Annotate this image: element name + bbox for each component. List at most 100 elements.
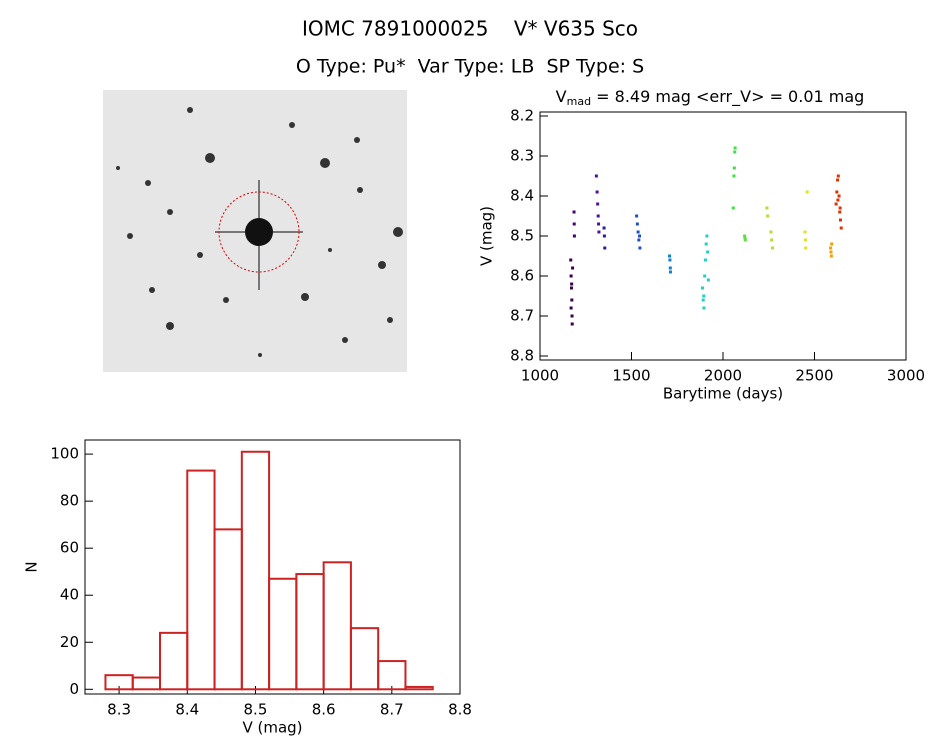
point bbox=[635, 222, 639, 226]
point bbox=[596, 214, 600, 218]
bar bbox=[404, 685, 434, 691]
point bbox=[570, 322, 574, 326]
point bbox=[597, 222, 601, 226]
point bbox=[570, 282, 574, 286]
point bbox=[572, 222, 576, 226]
point bbox=[635, 214, 639, 218]
point bbox=[703, 258, 707, 262]
point bbox=[770, 238, 774, 242]
point bbox=[769, 230, 773, 234]
point bbox=[602, 226, 606, 230]
point bbox=[570, 298, 574, 302]
y-tick-label: 8.7 bbox=[510, 307, 534, 325]
point bbox=[706, 250, 710, 254]
point bbox=[570, 314, 574, 318]
point bbox=[829, 254, 833, 258]
y-tick-label: 60 bbox=[60, 539, 79, 557]
bar bbox=[322, 561, 352, 691]
x-tick-label: 8.4 bbox=[175, 701, 199, 719]
point bbox=[743, 238, 747, 242]
bar bbox=[268, 577, 298, 691]
point bbox=[597, 230, 601, 234]
y-tick-label: 8.8 bbox=[510, 347, 534, 365]
y-tick-label: 80 bbox=[60, 492, 79, 510]
y-tick-label: 8.6 bbox=[510, 267, 534, 285]
bar bbox=[295, 573, 325, 691]
plot-frame bbox=[84, 439, 461, 695]
y-tick-label: 8.4 bbox=[510, 187, 534, 205]
x-tick-label: 8.8 bbox=[448, 701, 472, 719]
x-tick-label: 1500 bbox=[612, 367, 650, 385]
point bbox=[834, 202, 838, 206]
x-tick-label: 8.7 bbox=[380, 701, 404, 719]
x-tick-label: 2000 bbox=[704, 367, 742, 385]
point bbox=[770, 246, 774, 250]
point bbox=[569, 306, 573, 310]
point bbox=[836, 198, 840, 202]
point bbox=[668, 266, 672, 270]
point bbox=[732, 166, 736, 170]
point bbox=[571, 266, 575, 270]
point bbox=[743, 236, 747, 240]
point bbox=[838, 218, 842, 222]
point bbox=[701, 298, 705, 302]
title: IOMC 7891000025 V* V635 Sco bbox=[302, 17, 638, 41]
point bbox=[743, 234, 747, 238]
point bbox=[594, 174, 598, 178]
point bbox=[602, 234, 606, 238]
bar bbox=[131, 676, 162, 691]
x-tick-label: 3000 bbox=[887, 367, 925, 385]
y-tick-label: 20 bbox=[60, 633, 79, 651]
point bbox=[733, 150, 737, 154]
x-tick-label: 2500 bbox=[795, 367, 833, 385]
y-axis-label: N bbox=[23, 561, 41, 572]
x-tick-label: 8.3 bbox=[107, 701, 131, 719]
point bbox=[705, 234, 709, 238]
point bbox=[596, 202, 600, 206]
point bbox=[569, 258, 573, 262]
title-part: V bbox=[556, 87, 567, 106]
point bbox=[836, 174, 840, 178]
point bbox=[569, 274, 573, 278]
y-tick-label: 8.5 bbox=[510, 227, 534, 245]
point bbox=[830, 242, 834, 246]
point bbox=[733, 146, 737, 150]
point bbox=[637, 238, 641, 242]
point bbox=[636, 230, 640, 234]
point bbox=[765, 206, 769, 210]
title-part: = 8.49 mag <err_V> = 0.01 mag bbox=[591, 87, 864, 107]
y-tick-label: 8.2 bbox=[510, 107, 534, 125]
point bbox=[595, 190, 599, 194]
point bbox=[668, 270, 672, 274]
point bbox=[638, 246, 642, 250]
point bbox=[703, 274, 707, 278]
title-sub: mad bbox=[567, 95, 591, 108]
point bbox=[704, 242, 708, 246]
point bbox=[837, 194, 841, 198]
point bbox=[638, 234, 642, 238]
y-tick-label: 8.3 bbox=[510, 147, 534, 165]
x-tick-label: 8.5 bbox=[244, 701, 268, 719]
bar bbox=[240, 450, 271, 691]
y-tick-label: 100 bbox=[50, 445, 79, 463]
point bbox=[668, 254, 672, 258]
point bbox=[838, 210, 842, 214]
point bbox=[835, 190, 839, 194]
bar bbox=[349, 627, 380, 691]
scatter-title: Vmad = 8.49 mag <err_V> = 0.01 mag bbox=[556, 87, 865, 109]
x-axis-label: V (mag) bbox=[242, 719, 302, 737]
x-axis-label: Barytime (days) bbox=[663, 385, 783, 403]
point bbox=[702, 306, 706, 310]
point bbox=[668, 258, 672, 262]
point bbox=[572, 210, 576, 214]
point bbox=[836, 178, 840, 182]
point bbox=[804, 246, 808, 250]
point bbox=[829, 246, 833, 250]
point bbox=[569, 286, 573, 290]
y-axis-label: V (mag) bbox=[478, 206, 496, 266]
x-tick-label: 1000 bbox=[521, 367, 559, 385]
bar bbox=[377, 660, 407, 691]
point bbox=[572, 234, 576, 238]
point bbox=[838, 206, 842, 210]
